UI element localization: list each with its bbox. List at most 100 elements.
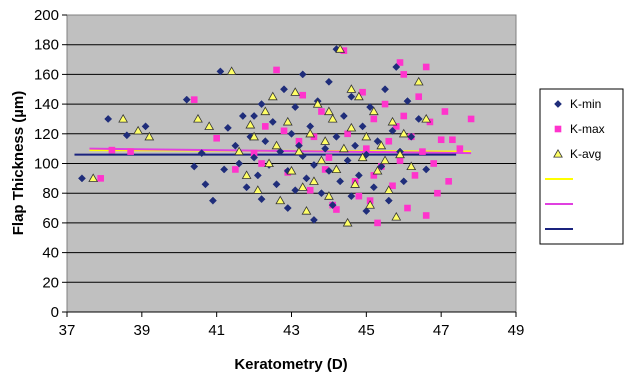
legend: K-min K-max K-avg	[539, 88, 624, 245]
point-k-min	[309, 215, 318, 224]
point-k-avg	[267, 91, 278, 101]
y-tick-label: 120	[34, 126, 59, 143]
y-axis-title: Flap Thickness (µm)	[10, 91, 27, 236]
point-k-avg	[193, 113, 203, 123]
y-tick-label: 0	[51, 304, 59, 321]
point-k-max	[381, 100, 389, 108]
point-k-min	[388, 126, 397, 135]
point-k-min	[336, 177, 345, 186]
x-tick-label: 41	[208, 322, 225, 339]
point-k-avg	[346, 122, 357, 132]
point-k-avg	[331, 164, 342, 173]
point-k-avg	[376, 140, 387, 150]
point-k-min	[231, 141, 240, 150]
point-k-max	[404, 204, 411, 212]
point-k-max	[370, 115, 378, 123]
point-k-avg	[252, 185, 263, 194]
point-k-min	[276, 147, 285, 156]
point-k-avg	[245, 119, 256, 129]
point-k-min	[201, 180, 210, 189]
data-points	[78, 44, 475, 227]
point-k-max	[411, 172, 419, 179]
point-k-min	[220, 165, 229, 174]
point-k-min	[250, 153, 259, 162]
point-k-max	[321, 166, 329, 173]
point-k-max	[456, 145, 464, 152]
point-k-max	[400, 71, 408, 78]
point-k-max	[280, 127, 288, 135]
point-k-avg	[361, 131, 372, 141]
point-k-avg	[335, 44, 346, 53]
point-k-max	[437, 136, 445, 144]
point-k-avg	[294, 146, 304, 156]
point-k-avg	[282, 116, 293, 126]
point-k-min	[257, 100, 266, 109]
point-k-max	[392, 123, 400, 130]
x-tick-label: 47	[433, 322, 450, 339]
point-k-min	[347, 92, 356, 101]
point-k-avg	[88, 173, 99, 182]
point-k-max	[422, 212, 430, 219]
y-tick-label: 60	[42, 215, 59, 232]
point-k-min	[369, 183, 378, 192]
point-k-max	[232, 166, 239, 173]
point-k-avg	[346, 84, 357, 93]
point-k-min	[223, 123, 232, 132]
x-axis-ticks: 37 39 41 43 45 47 49	[59, 311, 524, 339]
point-k-avg	[249, 131, 259, 141]
point-k-min	[358, 122, 367, 131]
point-k-avg	[365, 200, 375, 209]
point-k-avg	[368, 106, 379, 116]
point-k-max	[445, 178, 452, 185]
point-k-min	[141, 122, 150, 131]
x-tick-label: 39	[133, 322, 150, 339]
point-k-avg	[398, 128, 409, 138]
point-k-max	[258, 160, 265, 167]
point-k-min	[328, 201, 337, 210]
point-k-max	[355, 192, 363, 200]
y-tick-label: 80	[42, 185, 59, 202]
point-k-avg	[286, 165, 297, 175]
point-k-max	[430, 160, 437, 167]
point-k-max	[273, 66, 280, 74]
point-k-max	[419, 148, 426, 155]
point-k-min	[235, 159, 244, 168]
point-k-min	[347, 192, 356, 201]
point-k-avg	[406, 161, 417, 171]
y-tick-label: 180	[34, 37, 59, 54]
point-k-min	[366, 103, 375, 112]
point-k-avg	[320, 136, 331, 145]
point-k-min	[422, 165, 431, 174]
point-k-min	[399, 177, 408, 186]
point-k-avg	[290, 87, 301, 96]
point-k-min	[287, 129, 296, 138]
point-k-avg	[421, 113, 432, 123]
point-k-max	[370, 172, 378, 179]
point-k-min	[197, 149, 206, 158]
point-k-avg	[391, 211, 402, 221]
point-k-avg	[297, 182, 308, 191]
point-k-min	[78, 174, 86, 183]
point-k-max	[389, 182, 396, 190]
point-k-min	[216, 67, 225, 76]
point-k-min	[414, 114, 423, 123]
y-tick-label: 160	[34, 66, 59, 83]
point-k-max	[127, 148, 134, 155]
point-k-max	[374, 219, 381, 227]
point-k-max	[415, 93, 423, 100]
point-k-min	[309, 161, 318, 169]
point-k-min	[351, 141, 360, 150]
legend-marker-k-max	[554, 125, 562, 133]
point-k-avg	[309, 176, 319, 185]
point-k-avg	[312, 99, 323, 108]
point-k-min	[407, 132, 416, 141]
point-k-min	[302, 174, 311, 183]
legend-label-k-avg: K-avg	[570, 147, 601, 161]
x-axis-title: Keratometry (D)	[234, 356, 347, 373]
point-k-avg	[395, 149, 405, 159]
point-k-max	[318, 108, 325, 115]
point-k-max	[299, 91, 307, 99]
point-k-avg	[118, 113, 129, 123]
point-k-min	[291, 186, 300, 195]
